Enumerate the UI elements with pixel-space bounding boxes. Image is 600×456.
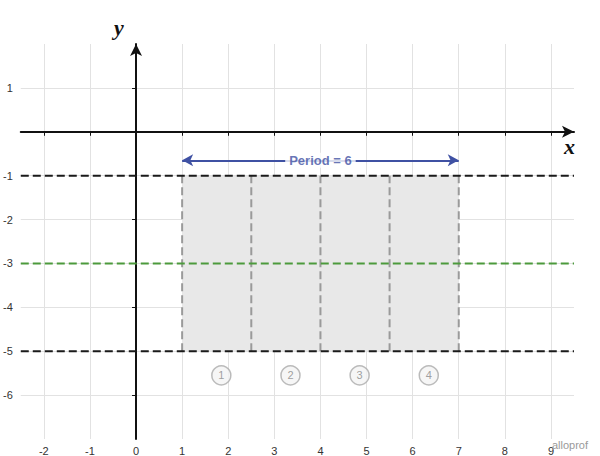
svg-text:6: 6 bbox=[410, 445, 416, 456]
svg-text:0: 0 bbox=[133, 445, 139, 456]
svg-text:4: 4 bbox=[426, 369, 432, 381]
svg-text:-2: -2 bbox=[39, 445, 49, 456]
svg-text:7: 7 bbox=[456, 445, 462, 456]
svg-text:1: 1 bbox=[218, 369, 224, 381]
svg-text:1: 1 bbox=[179, 445, 185, 456]
svg-text:y: y bbox=[111, 15, 124, 40]
svg-text:-1: -1 bbox=[3, 170, 13, 182]
svg-text:-4: -4 bbox=[3, 301, 13, 313]
svg-text:8: 8 bbox=[502, 445, 508, 456]
svg-text:-3: -3 bbox=[3, 257, 13, 269]
svg-text:4: 4 bbox=[317, 445, 323, 456]
svg-text:x: x bbox=[563, 134, 575, 159]
svg-text:-5: -5 bbox=[3, 345, 13, 357]
svg-text:3: 3 bbox=[271, 445, 277, 456]
svg-text:2: 2 bbox=[287, 369, 293, 381]
svg-text:2: 2 bbox=[225, 445, 231, 456]
svg-text:-1: -1 bbox=[85, 445, 95, 456]
svg-text:-6: -6 bbox=[3, 389, 13, 401]
svg-text:alloprof: alloprof bbox=[552, 439, 589, 451]
svg-text:Period = 6: Period = 6 bbox=[289, 153, 352, 168]
svg-text:5: 5 bbox=[363, 445, 369, 456]
svg-text:3: 3 bbox=[357, 369, 363, 381]
svg-text:1: 1 bbox=[7, 82, 13, 94]
svg-text:-2: -2 bbox=[3, 214, 13, 226]
